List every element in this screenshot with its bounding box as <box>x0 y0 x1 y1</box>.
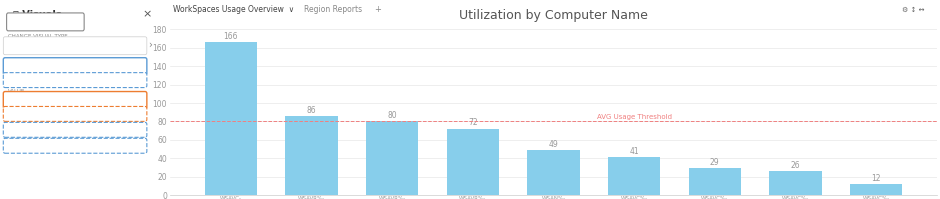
Text: Add a dimension: Add a dimension <box>49 78 102 83</box>
Bar <box>608 157 660 195</box>
Text: 86: 86 <box>306 105 316 115</box>
Bar <box>527 150 580 195</box>
Text: +: + <box>374 5 381 14</box>
Text: 26: 26 <box>791 161 800 170</box>
Bar <box>446 129 499 195</box>
Text: 41: 41 <box>629 147 639 156</box>
Text: ⚙ ↕ ↔: ⚙ ↕ ↔ <box>902 7 925 13</box>
FancyBboxPatch shape <box>7 13 85 31</box>
Text: ⋮: ⋮ <box>137 96 145 105</box>
Text: Computer Name: Computer Name <box>17 63 73 69</box>
Bar <box>366 121 418 195</box>
Text: 29: 29 <box>710 158 720 167</box>
Bar <box>688 168 741 195</box>
FancyBboxPatch shape <box>4 92 147 108</box>
FancyBboxPatch shape <box>4 73 147 88</box>
Text: X AXIS: X AXIS <box>8 57 26 62</box>
FancyBboxPatch shape <box>4 37 147 55</box>
FancyBboxPatch shape <box>4 138 147 153</box>
Text: VALUE: VALUE <box>8 89 25 94</box>
FancyBboxPatch shape <box>4 122 147 137</box>
Bar <box>205 42 257 195</box>
Text: Add a measure: Add a measure <box>52 111 99 117</box>
Bar <box>850 184 902 195</box>
Text: Add a dimension: Add a dimension <box>49 127 102 133</box>
Title: Utilization by Computer Name: Utilization by Computer Name <box>459 9 648 22</box>
Bar <box>285 116 337 195</box>
Text: Region Reports: Region Reports <box>305 5 363 14</box>
Text: Vertical bar chart: Vertical bar chart <box>53 42 114 48</box>
Text: ⋮: ⋮ <box>137 62 145 71</box>
Text: 49: 49 <box>549 139 558 149</box>
Text: 72: 72 <box>468 118 478 127</box>
Text: Billable Hours (Sum): Billable Hours (Sum) <box>17 98 81 103</box>
FancyBboxPatch shape <box>4 58 147 75</box>
Text: 80: 80 <box>387 111 397 120</box>
Text: GROUP/COLOR: GROUP/COLOR <box>8 122 48 127</box>
Text: 166: 166 <box>224 32 238 41</box>
Text: AVG Usage Threshold: AVG Usage Threshold <box>597 114 671 120</box>
Text: ›: › <box>148 40 151 50</box>
FancyBboxPatch shape <box>4 106 147 121</box>
Text: WorkSpaces Usage Overview  ∨: WorkSpaces Usage Overview ∨ <box>173 5 294 14</box>
Text: + ADD  ▼: + ADD ▼ <box>28 18 61 24</box>
Bar <box>769 171 822 195</box>
Text: ⬛ Visuals: ⬛ Visuals <box>13 9 62 19</box>
Text: Add a dimension: Add a dimension <box>49 143 102 148</box>
Text: ×: × <box>143 9 151 19</box>
Text: CHANGE VISUAL TYPE: CHANGE VISUAL TYPE <box>8 34 68 39</box>
Text: 12: 12 <box>871 174 881 183</box>
Text: ▮▮▮: ▮▮▮ <box>20 41 34 50</box>
Text: SMALL MULTIPLES: SMALL MULTIPLES <box>8 138 56 143</box>
